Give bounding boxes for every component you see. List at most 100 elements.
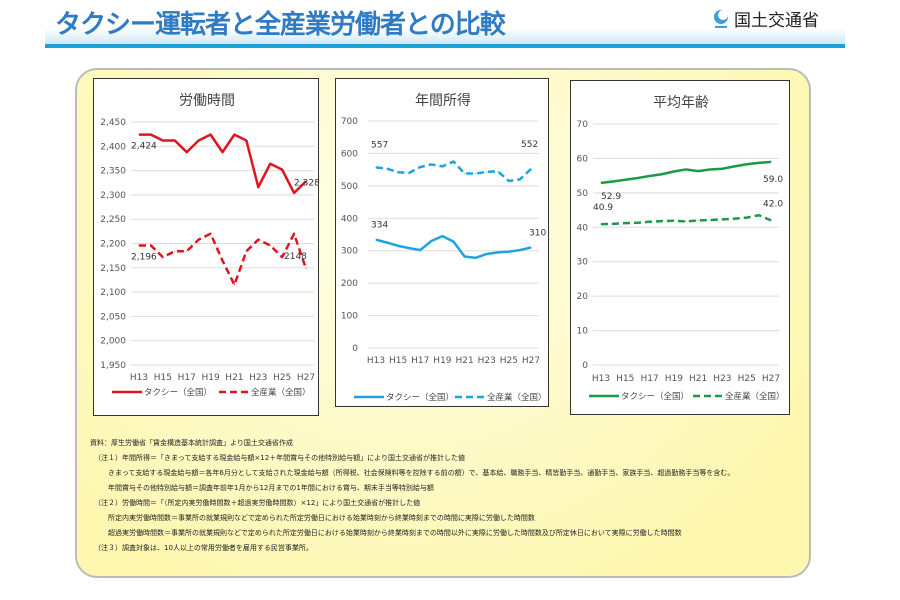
mlit-logo: 国土交通省 — [712, 6, 819, 31]
x-tick-label: H17 — [640, 374, 658, 384]
y-tick-label: 700 — [341, 117, 358, 127]
logo-text: 国土交通省 — [734, 11, 819, 31]
chart-title: 年間所得 — [415, 92, 471, 109]
data-label-last: 2148 — [284, 252, 307, 262]
y-tick-label: 1,950 — [100, 361, 126, 371]
data-point — [746, 163, 748, 165]
data-point — [649, 175, 651, 177]
series-line-taxi — [139, 133, 307, 195]
y-tick-label: 10 — [577, 327, 589, 337]
data-point — [174, 139, 176, 141]
data-point — [293, 192, 295, 194]
x-tick-label: H25 — [273, 373, 291, 383]
data-point — [245, 139, 247, 141]
data-point — [464, 256, 466, 258]
data-point — [397, 171, 399, 173]
data-point — [186, 250, 188, 252]
data-point — [269, 163, 271, 165]
y-tick-label: 20 — [577, 292, 589, 302]
legend-label: タクシー（全国） — [621, 391, 689, 402]
y-tick-label: 400 — [341, 214, 358, 224]
data-point — [419, 249, 421, 251]
legend-label: 全産業（全国） — [725, 391, 785, 402]
series-line-all-industries — [375, 160, 532, 183]
data-point — [150, 244, 152, 246]
data-point — [624, 222, 626, 224]
data-point — [673, 171, 675, 173]
data-label-last: 552 — [521, 140, 538, 150]
data-point — [138, 134, 140, 136]
y-tick-label: 2,150 — [100, 264, 126, 274]
x-tick-label: H21 — [225, 373, 243, 383]
y-tick-label: 40 — [577, 223, 589, 233]
data-point — [486, 171, 488, 173]
data-point — [530, 168, 532, 170]
x-tick-label: H13 — [130, 373, 148, 383]
x-tick-label: H21 — [455, 356, 473, 366]
y-tick-label: 30 — [577, 258, 589, 268]
note-source: 資料：厚生労働省「賃金構造基本統計調査」より国土交通省作成 — [90, 439, 293, 447]
data-point — [721, 168, 723, 170]
x-tick-label: H25 — [738, 374, 756, 384]
data-point — [430, 163, 432, 165]
data-point — [162, 256, 164, 258]
x-tick-label: H27 — [762, 374, 780, 384]
x-tick-label: H25 — [500, 356, 518, 366]
data-point — [486, 253, 488, 255]
y-tick-label: 60 — [577, 154, 589, 164]
note-2: （注２）労働時間＝「（所定内実労働時間数＋超過実労働時間数）×12」により国土交… — [94, 499, 421, 507]
data-label-first: 334 — [371, 221, 388, 231]
y-tick-label: 2,100 — [100, 288, 126, 298]
legend-label: タクシー（全国） — [386, 392, 454, 403]
data-point — [257, 239, 259, 241]
data-point — [709, 168, 711, 170]
chart-working-hours: 労働時間 1,950 2,000 2,050 2,100 2,150 2,200 2,250 2… — [93, 78, 320, 416]
data-point — [281, 256, 283, 258]
x-tick-label: H19 — [433, 356, 451, 366]
x-tick-label: H27 — [297, 373, 315, 383]
data-point — [475, 257, 477, 259]
data-point — [198, 239, 200, 241]
data-point — [734, 218, 736, 220]
legend-label: 全産業（全国） — [251, 387, 311, 398]
data-point — [138, 244, 140, 246]
data-point — [600, 182, 602, 184]
data-point — [441, 235, 443, 237]
data-point — [661, 220, 663, 222]
data-label-first: 557 — [371, 140, 388, 150]
data-point — [758, 214, 760, 216]
y-tick-label: 600 — [341, 149, 358, 159]
y-tick-label: 2,050 — [100, 312, 126, 322]
note-2a: 所定内実労働時間数＝事業所の就業規則などで定められた所定労働日における始業時刻か… — [108, 514, 535, 522]
data-point — [697, 219, 699, 221]
data-point — [233, 134, 235, 136]
data-point — [419, 166, 421, 168]
x-tick-label: H15 — [616, 374, 634, 384]
data-point — [685, 220, 687, 222]
data-point — [186, 151, 188, 153]
y-tick-label: 300 — [341, 247, 358, 257]
data-point — [673, 220, 675, 222]
data-label-last: 310 — [529, 228, 546, 238]
data-label-last: 59.0 — [763, 175, 783, 185]
x-tick-label: H15 — [154, 373, 172, 383]
data-label-last: 42.0 — [763, 199, 783, 209]
note-1a: きまって支給する現金給与額＝各年6月分として支給された現金給与額（所得税、社会保… — [108, 469, 735, 477]
data-point — [257, 186, 259, 188]
series-line-all-industries — [139, 232, 308, 287]
y-tick-label: 2,000 — [100, 337, 126, 347]
x-tick-label: H17 — [411, 356, 429, 366]
data-point — [375, 166, 377, 168]
data-point — [600, 223, 602, 225]
data-point — [441, 165, 443, 167]
note-2b: 超過実労働時間数＝事業所の就業規則などで定められた所定労働日における始業時刻から… — [108, 529, 682, 537]
y-tick-label: 2,250 — [100, 215, 126, 225]
data-point — [198, 139, 200, 141]
data-point — [636, 177, 638, 179]
y-tick-label: 70 — [577, 120, 589, 130]
data-point — [408, 247, 410, 249]
data-point — [222, 260, 223, 262]
x-tick-label: H23 — [249, 373, 267, 383]
x-tick-label: H13 — [592, 374, 610, 384]
data-point — [453, 161, 454, 163]
